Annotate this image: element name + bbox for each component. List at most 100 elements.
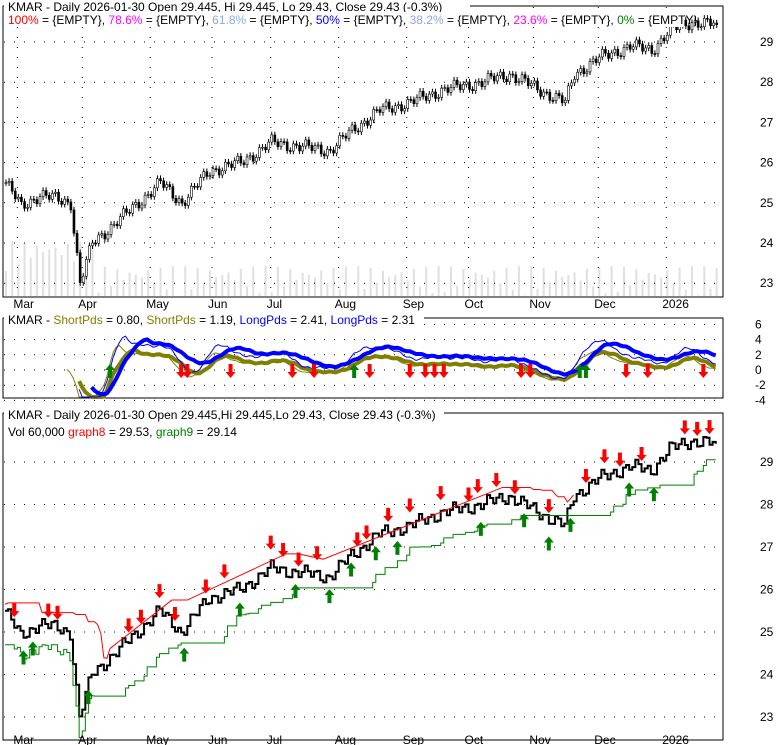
volume-bar	[264, 266, 267, 296]
down-arrow-icon	[309, 364, 319, 378]
x-tick-label: Jul	[267, 733, 282, 745]
candle	[221, 170, 224, 176]
volume-bar	[443, 292, 446, 296]
legend-part: Vol 60,000	[8, 425, 68, 439]
volume-bar	[295, 279, 298, 296]
candle	[622, 47, 626, 57]
candle	[693, 20, 697, 24]
candle	[109, 224, 113, 235]
down-arrow-icon	[225, 364, 236, 378]
volume-bar	[388, 277, 391, 296]
candle	[514, 74, 518, 83]
volume-bar	[320, 270, 323, 296]
up-arrow-icon	[543, 536, 554, 551]
volume-bar	[258, 292, 261, 296]
up-arrow-icon	[234, 602, 245, 617]
legend-part: LongPds	[331, 313, 378, 327]
volume-bar	[394, 275, 397, 296]
up-arrow-icon	[346, 562, 357, 577]
down-arrow-icon	[404, 364, 415, 378]
y-tick-label: 29	[760, 455, 774, 469]
indicator-line	[77, 347, 717, 399]
up-arrow-icon	[580, 364, 591, 378]
up-arrow-icon	[105, 364, 116, 378]
legend-part: = 2.31	[378, 313, 415, 327]
candle	[690, 22, 694, 31]
down-arrow-icon	[352, 532, 363, 547]
candle	[489, 73, 493, 77]
legend-part: graph9	[156, 425, 194, 439]
volume-bar	[116, 269, 119, 296]
legend-part: = {EMPTY},	[444, 13, 514, 27]
x-tick-label: May	[146, 733, 169, 745]
candle	[356, 130, 360, 133]
down-arrow-icon	[169, 607, 180, 622]
x-tick-label: May	[146, 297, 169, 311]
candle	[32, 198, 36, 201]
volume-bar	[375, 282, 378, 296]
candle	[616, 49, 620, 56]
volume-bar	[369, 267, 372, 296]
candle	[236, 155, 240, 162]
candle	[662, 37, 666, 42]
up-arrow-icon	[370, 546, 381, 561]
down-arrow-icon	[176, 364, 187, 378]
candle	[684, 19, 688, 27]
candle	[579, 68, 583, 73]
candle	[149, 193, 153, 197]
candle	[131, 204, 134, 214]
down-arrow-icon	[509, 480, 520, 495]
up-arrow-icon	[574, 364, 585, 378]
x-tick-label: Nov	[529, 297, 550, 311]
candle	[647, 45, 651, 49]
volume-bar	[246, 286, 249, 296]
candle	[66, 198, 70, 203]
candle	[350, 124, 354, 131]
volume-bar	[419, 286, 422, 296]
candle	[483, 81, 487, 87]
y-tick-label: 6	[755, 317, 762, 331]
up-arrow-icon	[475, 521, 486, 536]
down-arrow-icon	[383, 507, 394, 522]
volume-bar	[338, 289, 341, 296]
volume-bar	[289, 269, 292, 296]
volume-bar	[709, 288, 712, 296]
candle	[193, 185, 196, 188]
up-arrow-icon	[18, 650, 29, 665]
candle	[434, 91, 437, 99]
volume-bar	[616, 292, 619, 296]
candle	[168, 184, 172, 188]
x-tick-label: Aug	[335, 297, 356, 311]
down-arrow-icon	[472, 479, 483, 494]
y-tick-label: 29	[760, 35, 774, 49]
volume-bar	[715, 267, 718, 296]
volume-bar	[610, 266, 613, 296]
legend-part: LongPds	[239, 313, 286, 327]
candle	[560, 95, 564, 104]
candle	[628, 44, 632, 50]
y-tick-label: 4	[755, 333, 762, 347]
volume-bar	[165, 289, 168, 296]
volume-bar	[381, 270, 384, 296]
up-arrow-icon	[349, 364, 360, 378]
up-arrow-icon	[324, 589, 335, 604]
x-tick-label: Dec	[594, 733, 615, 745]
x-tick-label: Oct	[465, 297, 484, 311]
candle	[285, 141, 289, 151]
candle	[224, 161, 227, 172]
indicator-legend: KMAR - ShortPds = 0.80, ShortPds = 1.19,…	[8, 313, 415, 327]
volume-bar	[635, 269, 638, 296]
down-arrow-icon	[438, 364, 449, 378]
volume-bar	[672, 283, 675, 296]
down-arrow-icon	[43, 603, 54, 618]
volume-bar	[110, 286, 113, 296]
candle	[486, 73, 490, 83]
volume-bar	[499, 283, 502, 296]
legend-part: ShortPds	[53, 313, 102, 327]
stops-panel-title: KMAR - Daily 2026-01-30 Open 29.445,Hi 2…	[8, 408, 436, 422]
volume-bar	[85, 267, 88, 296]
candle	[171, 186, 175, 199]
down-arrow-icon	[435, 486, 446, 501]
candle	[520, 74, 524, 82]
candle	[397, 104, 400, 107]
